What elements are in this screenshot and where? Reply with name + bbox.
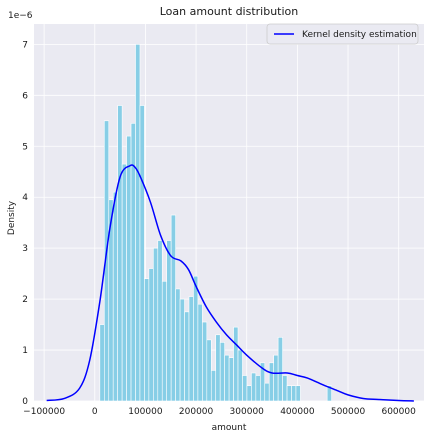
y-tick-label: 4 xyxy=(22,193,28,203)
histogram-bar xyxy=(233,326,239,402)
x-tick-label: 300000 xyxy=(230,407,265,417)
y-tick-label: 2 xyxy=(22,295,28,305)
grid xyxy=(34,24,424,402)
x-tick-label: 100000 xyxy=(128,407,163,417)
histogram-bar xyxy=(139,105,145,402)
histogram-bar xyxy=(112,191,118,402)
histogram-bar xyxy=(126,135,132,402)
histogram-bar xyxy=(206,339,212,402)
histogram-bar xyxy=(224,354,230,402)
histogram-bar xyxy=(219,342,225,402)
histogram-bar xyxy=(273,354,279,402)
legend: Kernel density estimation xyxy=(266,23,419,45)
histogram-bar xyxy=(242,375,248,402)
histogram-bar xyxy=(188,296,194,402)
x-tick-label: 200000 xyxy=(179,407,214,417)
histogram-bar xyxy=(135,44,141,402)
histogram-bar xyxy=(282,375,288,402)
x-tick-label: 0 xyxy=(92,407,98,417)
histogram-bar xyxy=(255,375,261,402)
histogram-bar xyxy=(197,303,203,402)
y-axis-label: Density xyxy=(7,200,17,235)
histogram-bar xyxy=(170,214,176,402)
histogram-bar xyxy=(268,362,274,402)
histogram-bar xyxy=(193,275,199,402)
chart-title: Loan amount distribution xyxy=(160,5,299,18)
histogram-bar xyxy=(228,357,234,402)
histogram-bar xyxy=(121,163,127,402)
y-tick-label: 1 xyxy=(22,346,28,356)
histogram-bar xyxy=(166,240,172,402)
histogram-bar xyxy=(175,288,181,402)
histogram-bar xyxy=(291,385,297,402)
x-tick-label: 500000 xyxy=(331,407,366,417)
histogram-bar xyxy=(99,324,105,402)
y-tick-label: 7 xyxy=(22,40,28,50)
y-axis-exponent: 1e−6 xyxy=(8,11,33,21)
y-tick-label: 5 xyxy=(22,142,28,152)
histogram-bar xyxy=(237,349,243,402)
x-tick-labels: −100000 0 100000 200000 300000 400000 500000 60… xyxy=(23,407,416,417)
histogram-bar xyxy=(246,385,252,402)
y-tick-label: 0 xyxy=(22,397,28,407)
histogram-bar xyxy=(251,372,257,402)
histogram-bar xyxy=(144,278,150,402)
x-tick-label: 400000 xyxy=(280,407,315,417)
legend-label: Kernel density estimation xyxy=(302,30,417,40)
y-tick-label: 3 xyxy=(22,244,28,254)
histogram-bar xyxy=(260,362,266,402)
x-tick-label: −100000 xyxy=(23,407,65,417)
histogram-bar xyxy=(326,385,332,402)
histogram-bar xyxy=(264,382,270,402)
kde-line xyxy=(46,164,414,402)
histogram-bar xyxy=(117,105,123,402)
y-tick-label: 6 xyxy=(22,91,28,101)
histogram-bar xyxy=(286,385,292,402)
histogram-bar xyxy=(153,247,159,402)
y-tick-labels: 0 1 2 3 4 5 6 7 xyxy=(22,40,28,407)
histogram-bar xyxy=(210,370,217,402)
histogram-bars xyxy=(99,44,332,402)
x-axis-label: amount xyxy=(212,423,247,433)
histogram-bar xyxy=(202,321,208,402)
histogram-bar xyxy=(161,280,168,402)
histogram-bar xyxy=(184,311,190,402)
histogram-bar xyxy=(148,268,154,402)
histogram-bar xyxy=(295,385,301,402)
histogram-bar xyxy=(215,334,221,402)
histogram-bar xyxy=(157,240,163,402)
histogram-bar xyxy=(277,337,283,402)
legend-box xyxy=(266,23,419,45)
histogram-bar xyxy=(179,298,185,402)
x-tick-label: 600000 xyxy=(381,407,416,417)
